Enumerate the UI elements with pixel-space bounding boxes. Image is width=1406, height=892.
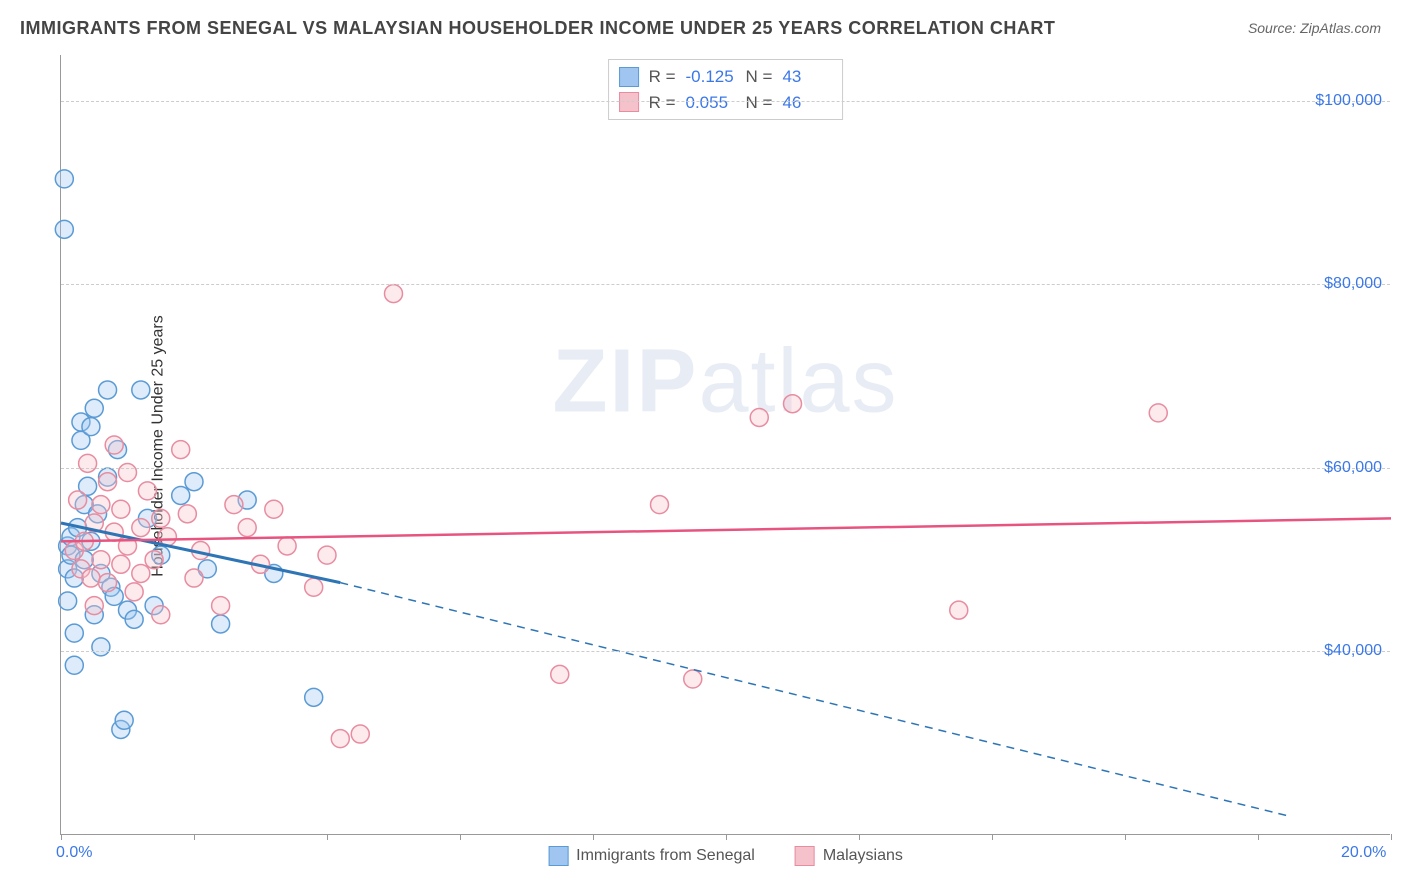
legend-item-malaysians: Malaysians [795,846,903,866]
x-tick-label: 0.0% [56,844,92,862]
data-point [85,399,103,417]
data-point [65,656,83,674]
scatter-svg [61,55,1390,834]
x-tick-label: 20.0% [1341,844,1386,862]
data-point [305,688,323,706]
data-point [331,730,349,748]
data-point [185,473,203,491]
x-tick-mark [327,834,328,840]
data-point [55,220,73,238]
data-point [82,569,100,587]
x-tick-mark [992,834,993,840]
y-tick-label: $100,000 [1315,92,1382,110]
data-point [82,418,100,436]
data-point [172,486,190,504]
gridline [61,101,1390,102]
data-point [225,496,243,514]
swatch-malaysians-icon [795,846,815,866]
data-point [69,491,87,509]
data-point [152,606,170,624]
data-point [125,583,143,601]
data-point [212,597,230,615]
data-point [385,285,403,303]
x-tick-mark [460,834,461,840]
data-point [112,500,130,518]
data-point [99,473,117,491]
data-point [750,408,768,426]
plot-area: ZIPatlas R = -0.125 N = 43 R = 0.055 N =… [60,55,1390,835]
data-point [85,597,103,615]
x-tick-mark [726,834,727,840]
trend-line-senegal-extended [340,583,1291,817]
data-point [125,610,143,628]
data-point [212,615,230,633]
series-legend: Immigrants from Senegal Malaysians [548,846,903,866]
data-point [55,170,73,188]
y-tick-label: $40,000 [1324,642,1382,660]
x-tick-mark [1391,834,1392,840]
data-point [138,482,156,500]
data-point [92,638,110,656]
legend-item-senegal: Immigrants from Senegal [548,846,755,866]
data-point [92,496,110,514]
data-point [551,665,569,683]
chart-title: IMMIGRANTS FROM SENEGAL VS MALAYSIAN HOU… [20,18,1055,39]
data-point [145,551,163,569]
data-point [1149,404,1167,422]
data-point [238,519,256,537]
data-point [351,725,369,743]
legend-label-senegal: Immigrants from Senegal [576,847,755,865]
data-point [318,546,336,564]
legend-label-malaysians: Malaysians [823,847,903,865]
x-tick-mark [1125,834,1126,840]
data-point [132,519,150,537]
data-point [132,564,150,582]
gridline [61,284,1390,285]
data-point [784,395,802,413]
data-point [265,500,283,518]
data-point [278,537,296,555]
x-tick-mark [859,834,860,840]
data-point [651,496,669,514]
data-point [59,592,77,610]
data-point [132,381,150,399]
y-tick-label: $60,000 [1324,459,1382,477]
data-point [172,441,190,459]
data-point [119,464,137,482]
data-point [115,711,133,729]
swatch-senegal-icon [548,846,568,866]
data-point [684,670,702,688]
y-tick-label: $80,000 [1324,275,1382,293]
data-point [112,555,130,573]
trend-line-malaysians [61,518,1391,541]
data-point [950,601,968,619]
data-point [152,509,170,527]
x-tick-mark [593,834,594,840]
data-point [305,578,323,596]
source-attribution: Source: ZipAtlas.com [1248,20,1381,36]
data-point [92,551,110,569]
data-point [99,574,117,592]
data-point [79,454,97,472]
data-point [185,569,203,587]
data-point [99,381,117,399]
x-tick-mark [1258,834,1259,840]
data-point [178,505,196,523]
x-tick-mark [194,834,195,840]
gridline [61,468,1390,469]
data-point [105,436,123,454]
gridline [61,651,1390,652]
data-point [65,624,83,642]
x-tick-mark [61,834,62,840]
